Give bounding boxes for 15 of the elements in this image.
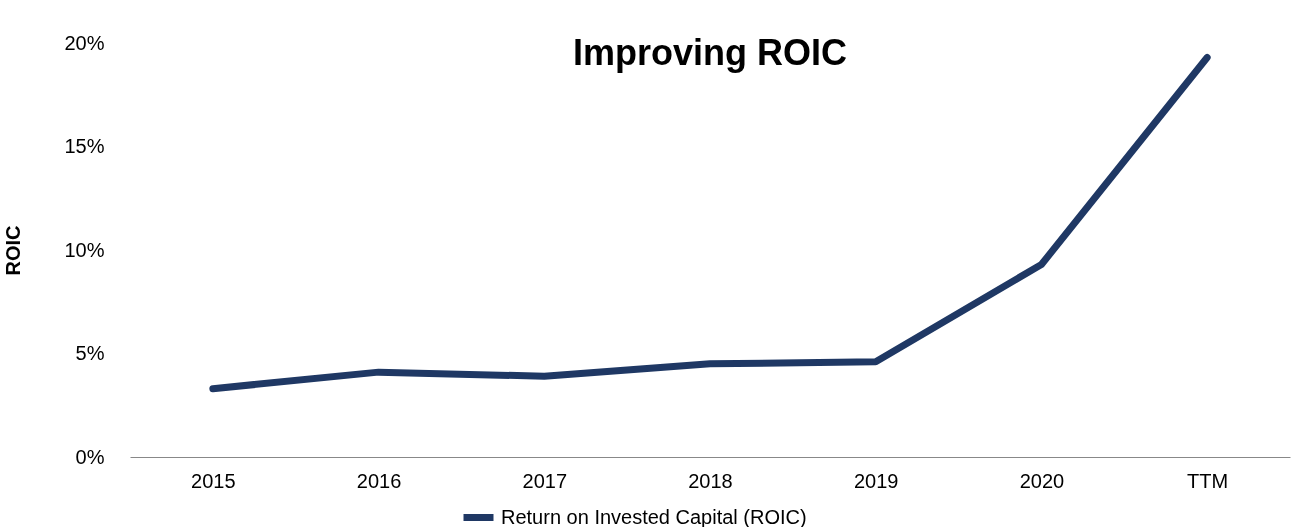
x-tick-label: 2015 xyxy=(191,469,236,492)
x-tick-label: 2020 xyxy=(1019,469,1065,492)
y-tick-label: 10% xyxy=(64,238,105,261)
x-tick-label: TTM xyxy=(1187,469,1229,492)
y-tick-label: 15% xyxy=(64,135,105,157)
y-tick-label: 20% xyxy=(64,31,105,54)
chart-title: Improving ROIC xyxy=(572,32,848,73)
y-axis-title: ROIC xyxy=(2,225,25,276)
y-tick-label: 0% xyxy=(75,445,105,468)
x-tick-label: 2018 xyxy=(688,469,733,492)
x-tick-label: 2016 xyxy=(356,469,402,492)
legend-label: Return on Invested Capital (ROIC) xyxy=(501,505,807,527)
x-tick-label: 2017 xyxy=(522,469,568,492)
y-tick-label: 5% xyxy=(75,342,105,364)
x-tick-label: 2019 xyxy=(853,469,899,492)
